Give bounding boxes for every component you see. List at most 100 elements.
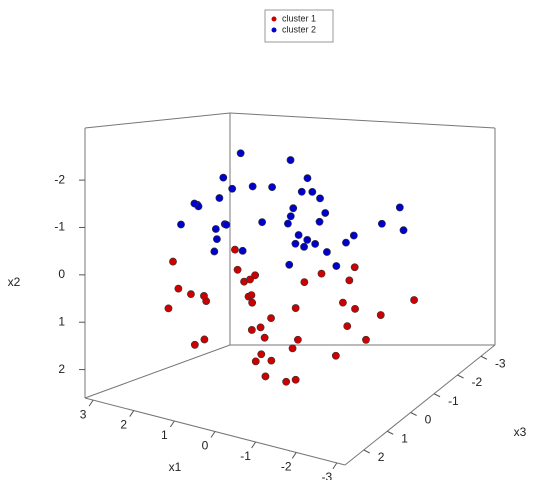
point — [349, 231, 358, 240]
point — [323, 248, 331, 256]
x1-tick-label: -3 — [322, 470, 333, 480]
x3-tick-label: -2 — [472, 375, 483, 389]
point — [395, 203, 404, 212]
point — [211, 225, 220, 233]
legend-marker — [271, 16, 277, 22]
x1-tick-label: -1 — [240, 449, 251, 463]
point — [300, 242, 308, 251]
x2-tick-label: -1 — [54, 220, 65, 234]
point — [291, 375, 300, 384]
point — [350, 263, 359, 272]
point — [236, 149, 245, 158]
point — [215, 194, 224, 202]
point — [169, 257, 177, 266]
x3-tick — [410, 412, 417, 416]
point — [284, 219, 292, 228]
point — [251, 357, 260, 366]
x3-tick — [363, 449, 370, 454]
legend-box — [264, 9, 334, 43]
point — [268, 183, 276, 192]
point — [294, 231, 303, 239]
point — [286, 156, 295, 164]
x1-tick-label: 3 — [80, 407, 87, 421]
point — [164, 304, 173, 313]
point — [291, 239, 300, 248]
point — [343, 322, 352, 331]
x1-tick — [88, 399, 94, 407]
point — [332, 262, 341, 270]
legend-label: cluster 2 — [282, 24, 316, 34]
x1-tick — [251, 441, 257, 449]
point — [291, 304, 300, 312]
x1-tick — [169, 420, 175, 428]
point — [316, 194, 324, 203]
point — [293, 335, 302, 344]
point — [174, 284, 183, 293]
point — [288, 344, 297, 353]
point — [246, 275, 254, 284]
point — [219, 173, 228, 182]
point — [351, 304, 359, 313]
point — [190, 199, 199, 208]
x1-tick — [129, 410, 135, 417]
x2-tick-label: 2 — [58, 362, 65, 376]
point — [303, 235, 312, 244]
box-edge — [84, 344, 231, 399]
point — [248, 298, 257, 307]
point — [303, 174, 312, 183]
point — [233, 265, 242, 274]
point — [410, 296, 418, 304]
point — [200, 292, 208, 300]
point — [228, 184, 237, 193]
point — [200, 335, 209, 344]
point — [247, 326, 256, 334]
point — [213, 235, 221, 244]
x1-tick-label: -2 — [281, 460, 292, 474]
point — [238, 246, 247, 255]
x3-tick-label: 2 — [378, 450, 385, 464]
point — [251, 271, 260, 280]
x3-tick — [386, 430, 394, 435]
x1-label: x1 — [169, 460, 182, 474]
point — [376, 311, 385, 319]
x2-tick-label: -2 — [54, 172, 65, 186]
x3-tick — [457, 374, 464, 379]
x2-tick-label: 1 — [58, 314, 65, 328]
x3-tick-label: 1 — [401, 431, 408, 445]
point — [399, 226, 408, 235]
point — [321, 209, 330, 217]
box-edge — [84, 112, 231, 129]
point — [258, 218, 267, 227]
point — [222, 220, 231, 229]
point — [362, 335, 370, 344]
point — [267, 356, 276, 365]
box-edge — [344, 344, 496, 466]
point — [297, 187, 306, 196]
point — [285, 260, 294, 269]
point — [248, 182, 257, 191]
x1-tick — [332, 462, 338, 470]
point — [260, 333, 269, 342]
x1-tick-label: 2 — [120, 418, 127, 432]
x1-tick — [291, 452, 297, 459]
legend-marker — [271, 27, 277, 33]
point — [289, 204, 298, 213]
x3-tick-label: 0 — [425, 413, 432, 427]
x3-tick-label: -3 — [495, 356, 506, 370]
point — [300, 278, 309, 286]
x3-tick — [433, 393, 441, 398]
point — [331, 351, 340, 360]
point — [257, 350, 266, 359]
point — [231, 245, 239, 254]
point — [247, 291, 256, 299]
point — [377, 219, 386, 228]
point — [187, 290, 195, 299]
x3-tick — [480, 355, 488, 360]
x2-tick-label: 0 — [58, 267, 65, 281]
x3-tick-label: -1 — [448, 394, 459, 408]
point — [342, 238, 350, 247]
point — [261, 372, 270, 381]
point — [256, 323, 265, 332]
legend-label: cluster 1 — [282, 13, 316, 23]
